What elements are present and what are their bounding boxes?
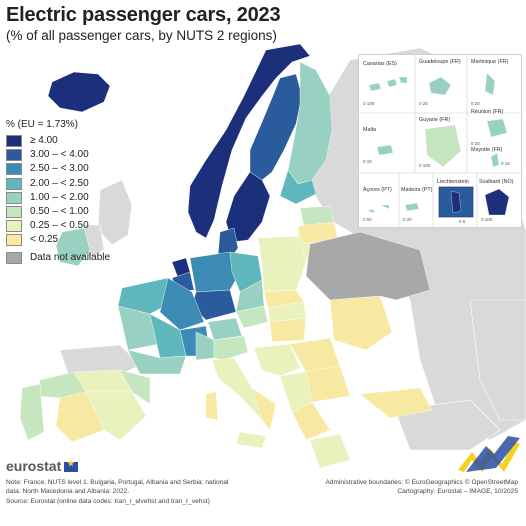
region-iceland [47,71,111,113]
note-line-2: data. North Macedonia and Albania: 2022. [6,488,130,496]
insets-panel: Canarias (ES) Guadeloupe (FR) Martinique… [358,54,522,228]
inset-guyane-shape [424,124,462,168]
inset-martinique-shape [484,72,496,96]
legend-label: < 0.25 [30,234,59,246]
legend-label: 3.00 – < 4.00 [30,149,89,161]
inset-scale-guyane: 0 100 [419,163,431,168]
legend-swatch [6,206,22,219]
legend-row: 2.00 – < 2.50 [6,177,110,191]
legend-row: 0.50 – < 1.00 [6,205,110,219]
inset-scale-reunion: 0 20 [471,141,480,146]
inset-label-martinique: Martinique (FR) [471,59,509,65]
inset-acores-shape [366,204,390,214]
inset-label-canarias: Canarias (ES) [363,61,397,67]
legend-not-available: Data not available [6,251,110,265]
region-not-available [305,231,431,301]
inset-scale-guadeloupe: 0 25 [419,101,428,106]
note-line-3: Source: Eurostat (online data codes: tra… [6,497,210,505]
region-central-europe [171,235,307,343]
map-subtitle: (% of all passenger cars, by NUTS 2 regi… [6,28,277,43]
inset-scale-mayotte: 0 15 [501,161,510,166]
inset-scale-martinique: 0 20 [471,101,480,106]
credit-line-1: Administrative boundaries: © EuroGeograp… [325,479,518,486]
legend-row: 3.00 – < 4.00 [6,148,110,162]
note-line-1: Note: France, NUTS level 1. Bulgaria, Po… [6,479,229,486]
legend-label: ≥ 4.00 [30,135,58,147]
inset-label-liechtenstein: Liechtenstein [437,179,469,185]
legend-label-not-available: Data not available [30,251,111,263]
inset-scale-acores: 0 50 [363,217,372,222]
legend-label: 0.25 – < 0.50 [30,220,89,232]
region-iberia [19,369,151,443]
region-ireland [55,227,91,267]
inset-canarias-shape [368,76,408,92]
legend-swatch [6,220,22,233]
inset-mayotte-shape [490,152,500,168]
legend-swatch [6,149,22,162]
legend-title: % (EU = 1.73%) [6,119,78,130]
legend-swatch [6,177,22,190]
eu-flag-icon [64,459,79,473]
legend-swatch-not-available [6,251,22,264]
legend-row: 0.25 – < 0.50 [6,219,110,233]
inset-scale-madeira: 0 20 [403,217,412,222]
inset-liechtenstein-shape [450,190,462,214]
inset-scale-canarias: 0 100 [363,101,375,106]
legend-swatch [6,234,22,247]
inset-label-malta: Malta [363,127,377,133]
inset-label-madeira: Madeira (PT) [401,187,433,193]
legend-row: 1.00 – < 2.00 [6,191,110,205]
inset-svalbard-shape [484,188,510,216]
eurostat-wordmark: eurostat [6,458,62,474]
map-title: Electric passenger cars, 2023 [6,4,281,26]
inset-label-mayotte: Mayotte (FR) [471,147,503,153]
legend-swatch [6,163,22,176]
legend-classes: ≥ 4.00 3.00 – < 4.00 2.50 – < 3.00 2.00 – <… [6,134,110,248]
inset-guadeloupe-shape [428,76,452,96]
legend: % (EU = 1.73%) ≥ 4.00 3.00 – < 4.00 2.50 –… [6,118,110,265]
legend-row: 2.50 – < 3.00 [6,162,110,176]
region-east [359,387,433,419]
inset-scale-malta: 0 10 [363,159,372,164]
eurostat-logo: eurostat [6,458,79,474]
region-balkans [253,295,393,469]
eurostat-chevron-icon [458,436,520,472]
legend-row: ≥ 4.00 [6,134,110,148]
legend-swatch [6,191,22,204]
footnote: Note: France, NUTS level 1. Bulgaria, Po… [6,478,306,506]
legend-label: 0.50 – < 1.00 [30,206,89,218]
inset-label-guadeloupe: Guadeloupe (FR) [419,59,461,65]
inset-label-svalbard: Svalbard (NO) [479,179,514,185]
inset-scale-liechtenstein: 0 5 [459,219,466,224]
region-sweden [225,73,303,243]
legend-row: < 0.25 [6,233,110,247]
inset-label-acores: Açores (PT) [363,187,392,193]
legend-swatch [6,135,22,148]
inset-label-reunion: Réunion (FR) [471,109,504,115]
inset-label-guyane: Guyane (FR) [419,117,451,123]
legend-label: 2.50 – < 3.00 [30,163,89,175]
inset-reunion-shape [486,118,508,138]
inset-madeira-shape [404,202,420,212]
legend-label: 2.00 – < 2.50 [30,177,89,189]
region-italy [195,331,277,449]
credits: Administrative boundaries: © EuroGeograp… [325,478,518,497]
region-norway [187,43,311,239]
region-france [117,277,211,375]
inset-malta-shape [376,144,394,156]
region-finland [279,61,333,205]
legend-label: 1.00 – < 2.00 [30,191,89,203]
credit-line-2: Cartography: Eurostat – IMAGE, 10/2025 [397,488,518,496]
insets-drawing [359,55,521,227]
inset-scale-svalbard: 0 100 [481,217,493,222]
